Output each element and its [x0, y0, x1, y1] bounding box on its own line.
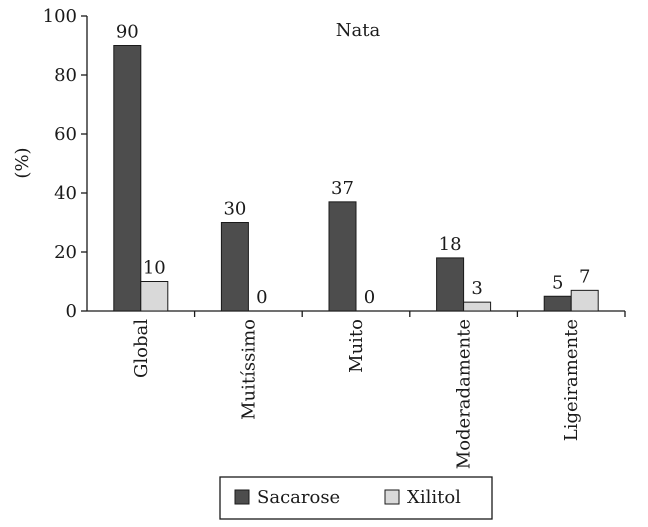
bar-xilitol [140, 281, 169, 312]
category-label: Global [131, 319, 152, 378]
bar-xilitol [463, 301, 492, 312]
bar-sacarose [436, 257, 465, 312]
legend-box [219, 476, 493, 520]
data-label: 37 [331, 178, 354, 199]
data-label: 0 [256, 287, 267, 308]
data-label: 0 [364, 287, 375, 308]
bar-sacarose [543, 295, 572, 312]
legend-label: Xilitol [407, 487, 461, 508]
data-label: 18 [439, 234, 462, 255]
category-label: Ligeiramente [561, 319, 582, 441]
data-label: 10 [143, 258, 166, 279]
x-ticks [193, 311, 626, 317]
bars-layer: 90 10 30 0 37 0 18 3 5 7 [113, 22, 599, 312]
bar-sacarose [113, 45, 142, 312]
y-tick-label: 20 [54, 242, 77, 263]
category-label: Moderadamente [454, 319, 475, 469]
chart-title: Nata [336, 20, 381, 41]
legend: Sacarose Xilitol [219, 476, 493, 520]
category-label: Muitíssimo [238, 319, 259, 420]
data-label: 90 [116, 22, 139, 43]
y-tick-label: 80 [54, 65, 77, 86]
legend-swatch-sacarose [234, 489, 250, 505]
category-label: Muito [346, 319, 367, 373]
x-labels: Global Muitíssimo Muito Moderadamente Ligeir… [131, 319, 582, 469]
y-ticks: 0 20 40 60 80 100 [43, 6, 87, 322]
y-tick-label: 0 [66, 301, 77, 322]
y-tick-label: 60 [54, 124, 77, 145]
data-label: 7 [579, 266, 590, 287]
data-label: 3 [471, 278, 482, 299]
y-tick-label: 40 [54, 183, 77, 204]
data-label: 30 [223, 199, 246, 220]
data-label: 5 [552, 272, 563, 293]
y-tick-label: 100 [43, 6, 77, 27]
legend-label: Sacarose [257, 487, 340, 508]
bar-xilitol [570, 289, 599, 312]
legend-swatch-xilitol [384, 489, 400, 505]
bar-sacarose [220, 222, 249, 312]
y-axis-label: (%) [12, 147, 33, 178]
bar-sacarose [328, 201, 357, 312]
